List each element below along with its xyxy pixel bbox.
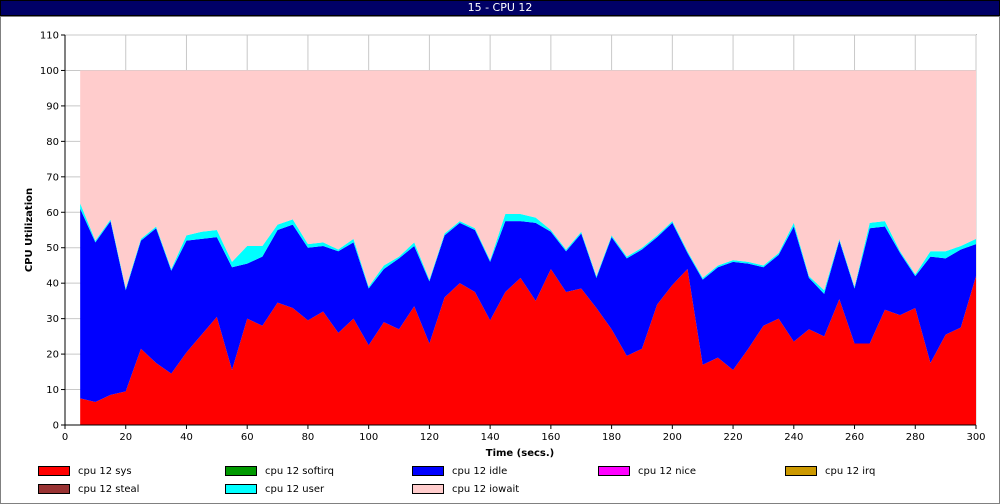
x-tick-label: 180 [602, 432, 621, 443]
y-tick-label: 100 [40, 66, 59, 77]
legend-swatch [412, 466, 444, 476]
axes: 0 20 40 60 80 100 120 140 160 180 200 220 240 260 280 3… [40, 31, 986, 444]
x-tick-label: 40 [180, 432, 193, 443]
legend-item: cpu 12 irq [785, 465, 875, 479]
legend-swatch [38, 484, 70, 494]
legend-swatch [598, 466, 630, 476]
x-tick-label: 200 [663, 432, 682, 443]
legend-item: cpu 12 iowait [412, 483, 519, 497]
x-tick-label: 240 [784, 432, 803, 443]
window-title-bar: 15 - CPU 12 [0, 0, 1000, 16]
x-axis-label: Time (secs.) [486, 448, 555, 459]
y-tick-label: 60 [46, 208, 59, 219]
x-tick-label: 100 [359, 432, 378, 443]
y-tick-label: 110 [40, 31, 59, 42]
window-title: 15 - CPU 12 [467, 1, 533, 14]
x-tick-label: 140 [481, 432, 500, 443]
legend-label: cpu 12 steal [78, 484, 140, 495]
legend-swatch [38, 466, 70, 476]
x-tick-label: 60 [241, 432, 254, 443]
y-axis-label: CPU Utilization [24, 188, 35, 272]
legend-label: cpu 12 iowait [452, 484, 520, 495]
legend-item: cpu 12 nice [598, 465, 696, 479]
legend-item: cpu 12 user [225, 483, 324, 497]
y-tick-label: 70 [46, 172, 59, 183]
x-tick-label: 280 [906, 432, 925, 443]
area-cpu-12-sys [80, 269, 977, 425]
x-tick-label: 160 [541, 432, 560, 443]
x-tick-label: 300 [966, 432, 985, 443]
y-tick-label: 50 [46, 243, 59, 254]
x-tick-label: 20 [119, 432, 132, 443]
x-tick-label: 0 [62, 432, 68, 443]
legend-label: cpu 12 irq [825, 466, 876, 477]
x-tick-label: 220 [724, 432, 743, 443]
area-cpu-12-iowait [80, 70, 977, 291]
y-tick-label: 40 [46, 279, 59, 290]
legend-swatch [225, 484, 257, 494]
y-tick-label: 0 [53, 421, 59, 432]
area-layers [80, 70, 977, 425]
legend-label: cpu 12 sys [78, 466, 132, 477]
y-tick-label: 30 [46, 314, 59, 325]
legend-swatch [412, 484, 444, 494]
legend-item: cpu 12 sys [38, 465, 132, 479]
y-tick-label: 90 [46, 101, 59, 112]
legend: cpu 12 sys cpu 12 softirq cpu 12 idle cpu 1… [0, 462, 1000, 502]
x-tick-label: 120 [420, 432, 439, 443]
legend-item: cpu 12 steal [38, 483, 139, 497]
legend-label: cpu 12 nice [638, 466, 697, 477]
legend-label: cpu 12 softirq [265, 466, 334, 477]
legend-item: cpu 12 idle [412, 465, 507, 479]
legend-swatch [225, 466, 257, 476]
legend-label: cpu 12 idle [452, 466, 508, 477]
y-tick-label: 80 [46, 137, 59, 148]
legend-item: cpu 12 softirq [225, 465, 334, 479]
area-cpu-12-user [80, 203, 977, 294]
y-tick-label: 20 [46, 350, 59, 361]
legend-label: cpu 12 user [265, 484, 325, 495]
x-tick-label: 80 [302, 432, 315, 443]
y-tick-label: 10 [46, 385, 59, 396]
x-tick-label: 260 [845, 432, 864, 443]
legend-swatch [785, 466, 817, 476]
area-cpu-12-idle [80, 208, 977, 402]
